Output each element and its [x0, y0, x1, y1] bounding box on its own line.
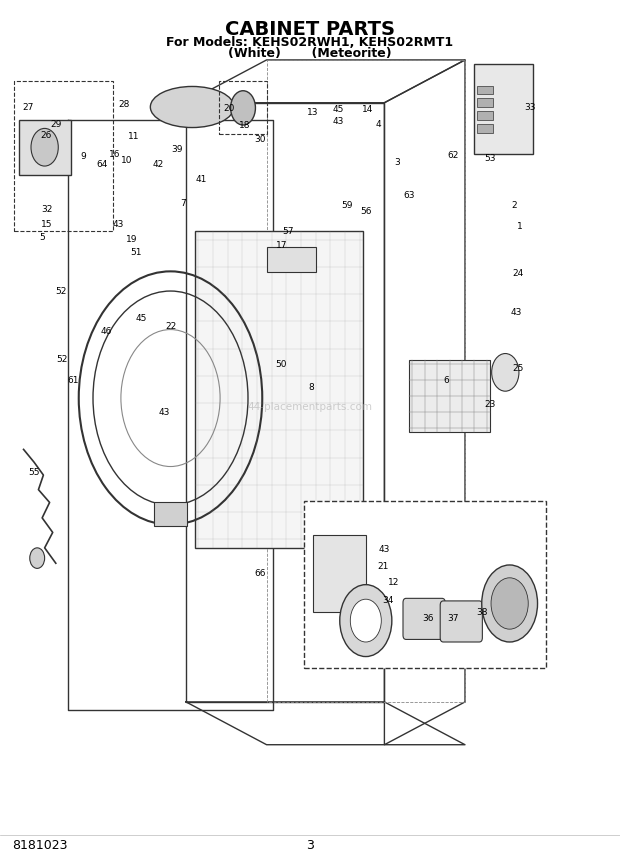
- Text: 26: 26: [41, 131, 52, 140]
- Text: 63: 63: [404, 191, 415, 199]
- Bar: [19, 120, 71, 175]
- Text: 13: 13: [308, 109, 319, 117]
- Text: 27: 27: [22, 103, 33, 111]
- Text: 10: 10: [122, 157, 133, 165]
- Bar: [409, 360, 490, 432]
- Text: 8: 8: [308, 383, 314, 392]
- Text: 59: 59: [342, 201, 353, 210]
- Text: (White)       (Meteorite): (White) (Meteorite): [228, 46, 392, 60]
- Text: 29: 29: [50, 120, 61, 128]
- Text: CABINET PARTS: CABINET PARTS: [225, 21, 395, 39]
- Text: 3: 3: [306, 839, 314, 853]
- Bar: [14, 81, 113, 231]
- Text: 56: 56: [360, 207, 371, 216]
- Bar: [154, 502, 187, 526]
- Text: For Models: KEHS02RWH1, KEHS02RMT1: For Models: KEHS02RWH1, KEHS02RMT1: [166, 36, 454, 50]
- Text: 24: 24: [512, 270, 523, 278]
- Bar: [477, 124, 493, 133]
- Text: 39: 39: [171, 146, 182, 154]
- Text: 6: 6: [443, 377, 449, 385]
- Bar: [267, 247, 316, 272]
- Text: 50: 50: [275, 360, 286, 369]
- Text: 53: 53: [484, 154, 495, 163]
- Text: 46: 46: [101, 327, 112, 336]
- FancyBboxPatch shape: [440, 601, 482, 642]
- Text: 43: 43: [332, 117, 343, 126]
- Text: 8181023: 8181023: [12, 839, 68, 853]
- Text: 44-placementparts.com: 44-placementparts.com: [247, 401, 373, 412]
- Text: 43: 43: [379, 545, 390, 554]
- Text: 20: 20: [224, 104, 235, 113]
- Bar: [304, 501, 546, 668]
- Text: 30: 30: [255, 135, 266, 144]
- Text: 17: 17: [277, 241, 288, 250]
- Text: 42: 42: [153, 160, 164, 169]
- Circle shape: [30, 548, 45, 568]
- Text: 9: 9: [81, 152, 87, 161]
- Text: 15: 15: [41, 220, 52, 229]
- Text: 7: 7: [180, 199, 186, 208]
- Text: 66: 66: [255, 569, 266, 578]
- Text: 64: 64: [97, 160, 108, 169]
- Circle shape: [340, 585, 392, 657]
- Text: 28: 28: [118, 100, 130, 109]
- Text: 37: 37: [447, 614, 458, 622]
- Text: 18: 18: [239, 122, 250, 130]
- Circle shape: [231, 91, 255, 125]
- Text: 55: 55: [29, 468, 40, 477]
- Text: 23: 23: [484, 400, 495, 408]
- Text: 16: 16: [109, 150, 120, 158]
- Text: 43: 43: [112, 220, 123, 229]
- Text: 38: 38: [477, 608, 488, 616]
- Ellipse shape: [150, 86, 234, 128]
- Circle shape: [31, 128, 58, 166]
- Bar: [477, 111, 493, 120]
- Text: 12: 12: [388, 578, 399, 586]
- FancyBboxPatch shape: [403, 598, 445, 639]
- Text: 19: 19: [126, 235, 138, 244]
- Text: 51: 51: [131, 248, 142, 257]
- Text: 34: 34: [382, 597, 393, 605]
- Text: 32: 32: [41, 205, 52, 214]
- Text: 25: 25: [512, 364, 523, 372]
- Bar: [474, 64, 533, 154]
- Circle shape: [350, 599, 381, 642]
- Text: 52: 52: [56, 355, 68, 364]
- Text: 45: 45: [136, 314, 147, 323]
- Text: 11: 11: [128, 133, 139, 141]
- Text: 22: 22: [165, 323, 176, 331]
- Text: 3: 3: [394, 158, 400, 167]
- Text: 62: 62: [447, 152, 458, 160]
- Text: 57: 57: [283, 227, 294, 235]
- Text: 61: 61: [68, 376, 79, 384]
- Bar: [477, 86, 493, 94]
- Bar: [219, 81, 267, 134]
- Text: 5: 5: [39, 233, 45, 241]
- Text: 45: 45: [332, 105, 343, 114]
- Text: 4: 4: [375, 120, 381, 128]
- Text: 2: 2: [512, 201, 518, 210]
- Text: 1: 1: [516, 223, 523, 231]
- Circle shape: [492, 354, 519, 391]
- Text: 41: 41: [196, 175, 207, 184]
- Text: 14: 14: [362, 105, 373, 114]
- Bar: [195, 231, 363, 548]
- Text: 43: 43: [510, 308, 521, 317]
- Text: 52: 52: [55, 287, 66, 295]
- Circle shape: [482, 565, 538, 642]
- Bar: [313, 535, 366, 612]
- Bar: [477, 98, 493, 107]
- Text: 33: 33: [525, 103, 536, 111]
- Text: 36: 36: [422, 614, 433, 622]
- Circle shape: [491, 578, 528, 629]
- Text: 43: 43: [159, 408, 170, 417]
- Text: 21: 21: [378, 562, 389, 571]
